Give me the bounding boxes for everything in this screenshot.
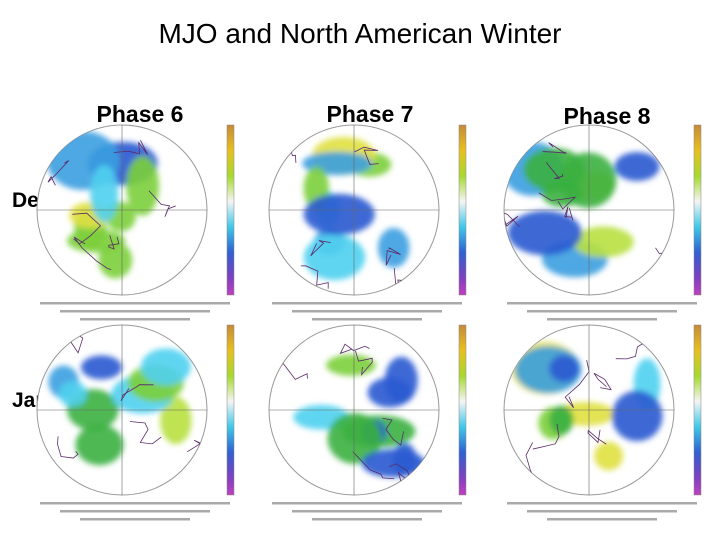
anomaly-blob — [549, 405, 574, 435]
coastlines — [47, 140, 176, 271]
color-bar — [458, 124, 467, 296]
column-label: Phase 7 — [327, 101, 414, 127]
coastline — [148, 190, 176, 217]
anomaly-blob — [549, 355, 580, 383]
caption-line — [547, 518, 657, 521]
coastline — [385, 247, 401, 266]
anomaly-blob — [327, 413, 382, 464]
anomaly-blob — [594, 441, 624, 471]
coastline — [538, 192, 577, 210]
anomaly-blob — [160, 396, 192, 445]
caption-line — [527, 310, 677, 313]
coastline — [564, 360, 590, 408]
anomaly-blob — [303, 193, 375, 235]
coastline — [542, 142, 567, 154]
caption-line — [547, 318, 657, 321]
caption-line — [40, 502, 230, 505]
anomaly-blob — [140, 348, 191, 386]
caption-line — [60, 510, 210, 513]
caption-line — [312, 318, 422, 321]
map-panel — [36, 324, 235, 521]
coastline — [355, 350, 373, 376]
map-panel — [268, 324, 467, 521]
caption-line — [60, 310, 210, 313]
coastline — [108, 235, 120, 250]
column-label: Phase 8 — [564, 103, 651, 129]
coastline — [120, 384, 154, 402]
maps — [36, 124, 702, 521]
caption-line — [40, 302, 230, 305]
anomaly-blob — [90, 164, 119, 223]
coastline — [113, 140, 148, 155]
caption-line — [80, 518, 190, 521]
coastline — [564, 206, 574, 221]
map-panel — [503, 124, 702, 321]
anomaly-blob — [58, 380, 87, 407]
anomaly-field — [293, 354, 426, 478]
caption-line — [312, 518, 422, 521]
coastline — [40, 469, 57, 490]
caption-line — [507, 502, 697, 505]
map-panel — [503, 324, 702, 521]
column-label: Phase 6 — [97, 101, 184, 127]
caption-line — [292, 310, 442, 313]
coastline — [587, 429, 607, 445]
color-bar — [226, 324, 235, 496]
coastline — [593, 372, 612, 391]
caption-line — [527, 510, 677, 513]
caption-line — [507, 302, 697, 305]
color-bar — [226, 124, 235, 296]
anomaly-blob — [326, 354, 376, 376]
slide-title: MJO and North American Winter — [158, 18, 561, 49]
caption-line — [80, 318, 190, 321]
anomaly-blob — [523, 147, 586, 192]
anomaly-blob — [80, 355, 123, 380]
coastline — [57, 436, 79, 459]
map-panel — [36, 124, 235, 321]
color-bar — [693, 124, 702, 296]
map-panel — [268, 124, 467, 321]
coastline — [354, 146, 379, 165]
anomaly-blob — [507, 210, 582, 256]
caption-line — [292, 510, 442, 513]
coastline — [339, 343, 370, 355]
coastline — [310, 240, 331, 257]
coastline — [47, 160, 70, 186]
anomaly-blob — [377, 227, 410, 268]
anomaly-blob — [572, 226, 634, 258]
anomaly-field — [511, 341, 663, 471]
anomaly-blob — [614, 152, 660, 181]
coastline — [73, 236, 112, 271]
coastline — [546, 162, 564, 180]
anomaly-field — [302, 136, 410, 281]
anomaly-field — [48, 348, 192, 466]
caption-line — [272, 502, 462, 505]
anomaly-blob — [303, 234, 366, 281]
anomaly-blob — [126, 156, 160, 216]
anomaly-blob — [367, 377, 412, 408]
color-bar — [693, 324, 702, 496]
caption-line — [272, 302, 462, 305]
color-bar — [458, 324, 467, 496]
coastline — [352, 451, 395, 480]
anomaly-blob — [541, 180, 583, 207]
coastline — [300, 265, 329, 289]
anomaly-blob — [611, 390, 663, 442]
coastline — [72, 212, 102, 245]
coastline — [382, 417, 404, 446]
anomaly-blob — [98, 241, 133, 279]
coastline — [532, 423, 560, 450]
coastline — [129, 421, 162, 445]
anomaly-blob — [75, 424, 124, 466]
anomaly-blob — [361, 449, 426, 478]
